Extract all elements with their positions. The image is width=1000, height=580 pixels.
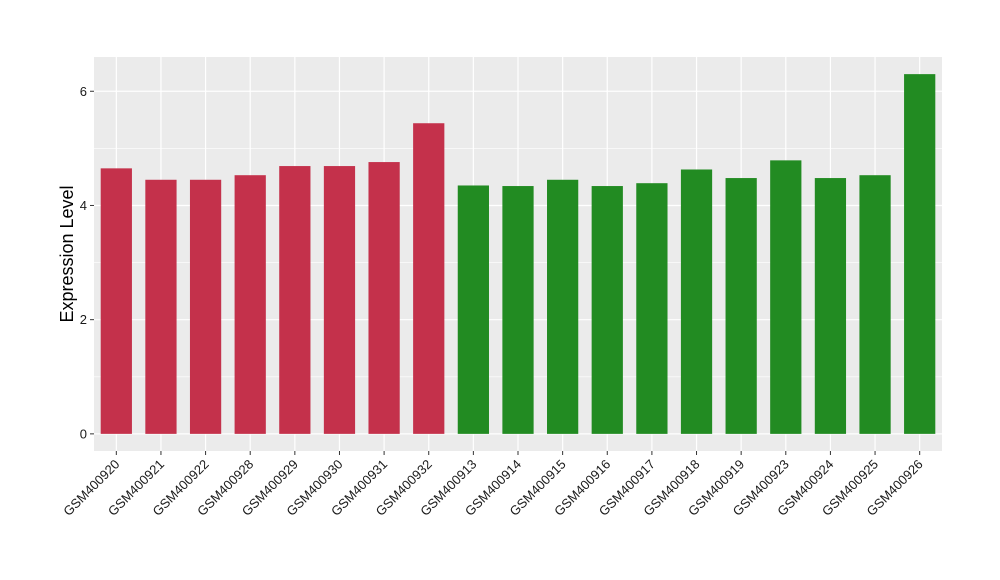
bar-GSM400932 bbox=[413, 123, 445, 434]
bar-GSM400924 bbox=[814, 178, 847, 434]
y-tick-label: 4 bbox=[80, 198, 87, 213]
bar-GSM400930 bbox=[323, 166, 356, 434]
x-axis: GSM400920GSM400921GSM400922GSM400928GSM4… bbox=[60, 451, 926, 519]
bar-GSM400922 bbox=[189, 179, 222, 434]
y-axis-title: Expression Level bbox=[57, 185, 77, 322]
bar-GSM400925 bbox=[859, 175, 891, 434]
y-axis: 0 2 4 6 bbox=[80, 84, 94, 441]
bars bbox=[100, 74, 936, 434]
bar-GSM400923 bbox=[770, 160, 802, 434]
bar-GSM400921 bbox=[145, 179, 177, 434]
bar-GSM400917 bbox=[636, 183, 668, 434]
bar-GSM400916 bbox=[591, 186, 623, 434]
bar-GSM400926 bbox=[904, 74, 936, 434]
bar-GSM400928 bbox=[234, 175, 266, 434]
bar-GSM400919 bbox=[725, 178, 757, 434]
bar-GSM400931 bbox=[368, 162, 400, 434]
bar-GSM400915 bbox=[547, 179, 579, 434]
y-tick-label: 6 bbox=[80, 84, 87, 99]
bar-GSM400929 bbox=[279, 166, 311, 434]
bar-GSM400914 bbox=[502, 186, 534, 434]
bar-GSM400918 bbox=[680, 169, 713, 434]
bar-GSM400920 bbox=[100, 168, 132, 434]
y-tick-label: 2 bbox=[80, 312, 87, 327]
bar-GSM400913 bbox=[457, 185, 489, 434]
y-tick-label: 0 bbox=[80, 426, 87, 441]
